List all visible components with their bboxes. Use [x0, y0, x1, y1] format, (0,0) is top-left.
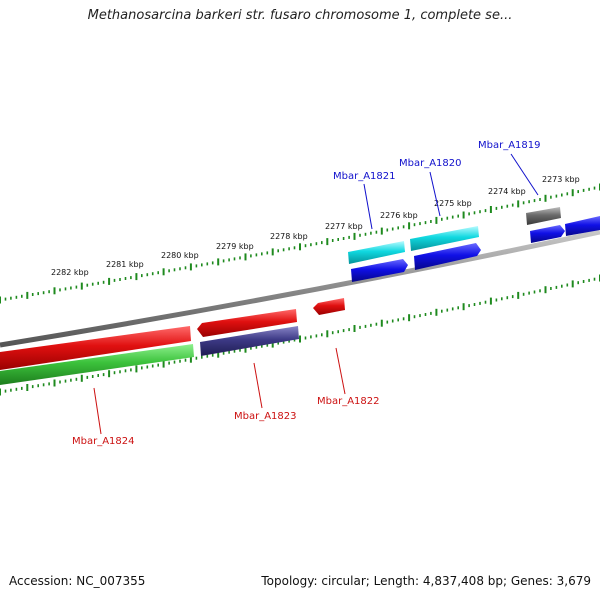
label-mbar-a1823[interactable]: Mbar_A1823 — [234, 411, 297, 422]
ruler-label-2278: 2278 kbp — [270, 232, 308, 241]
label-mbar-a1820[interactable]: Mbar_A1820 — [399, 158, 462, 169]
gene-a1823-red[interactable] — [197, 309, 297, 337]
label-mbar-a1822[interactable]: Mbar_A1822 — [317, 396, 380, 407]
label-mbar-a1821[interactable]: Mbar_A1821 — [333, 171, 396, 182]
ruler-label-2281: 2281 kbp — [106, 260, 144, 269]
topology-summary-text: Topology: circular; Length: 4,837,408 bp… — [261, 574, 591, 588]
ruler-label-2273: 2273 kbp — [542, 175, 580, 184]
label-mbar-a1819[interactable]: Mbar_A1819 — [478, 140, 541, 151]
ruler-labels: 2282 kbp 2281 kbp 2280 kbp 2279 kbp 2278… — [51, 175, 580, 277]
label-leader-lines — [93, 153, 539, 435]
ruler-label-2279: 2279 kbp — [216, 242, 254, 251]
gene-a1821-upper[interactable] — [348, 241, 405, 264]
chromosome-backbone — [0, 229, 600, 348]
gene-a1821-lower[interactable] — [351, 259, 408, 282]
leader-a1822 — [335, 347, 346, 395]
gene-next-blue[interactable] — [565, 216, 600, 236]
gene-a1824-red[interactable] — [0, 326, 191, 370]
gene-a1820-upper[interactable] — [410, 226, 479, 251]
gene-labels: Mbar_A1819 Mbar_A1820 Mbar_A1821 Mbar_A1… — [72, 140, 541, 447]
gene-a1820-lower[interactable] — [414, 243, 481, 270]
gene-a1822-red[interactable] — [313, 298, 345, 315]
map-title: Methanosarcina barkeri str. fusaro chrom… — [87, 8, 513, 23]
ruler-label-2275: 2275 kbp — [434, 199, 472, 208]
ruler-label-2276: 2276 kbp — [380, 211, 418, 220]
leader-a1820 — [429, 171, 441, 217]
ruler-label-2282: 2282 kbp — [51, 268, 89, 277]
accession-text: Accession: NC_007355 — [9, 574, 146, 588]
leader-a1821 — [363, 183, 373, 230]
gene-a1819-gray[interactable] — [526, 207, 561, 225]
gene-a1824-green[interactable] — [0, 344, 194, 385]
gene-a1823-navy[interactable] — [200, 326, 299, 356]
reverse-strand-genes — [0, 298, 345, 385]
gene-a1819-blue[interactable] — [530, 225, 565, 243]
leader-a1823 — [253, 362, 263, 409]
ruler-ticks-lower — [0, 274, 600, 396]
leader-a1824 — [93, 387, 102, 435]
ruler-label-2277: 2277 kbp — [325, 222, 363, 231]
ruler-ticks-upper — [0, 183, 600, 304]
ruler-label-2280: 2280 kbp — [161, 251, 199, 260]
leader-a1819 — [510, 153, 539, 196]
ruler-label-2274: 2274 kbp — [488, 187, 526, 196]
forward-strand-genes — [348, 207, 600, 282]
label-mbar-a1824[interactable]: Mbar_A1824 — [72, 436, 135, 447]
